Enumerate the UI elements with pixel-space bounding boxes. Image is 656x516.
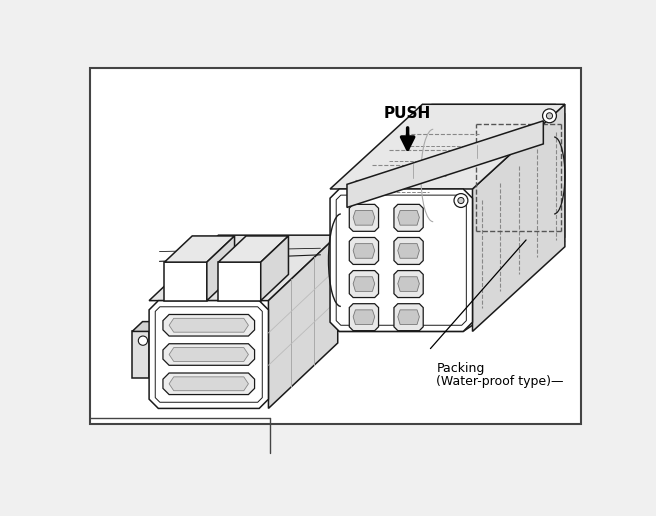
Polygon shape [394,304,423,331]
Polygon shape [394,204,423,231]
Circle shape [138,336,148,345]
Polygon shape [165,236,235,262]
Polygon shape [169,377,249,391]
Polygon shape [163,373,255,395]
Polygon shape [218,236,289,262]
Polygon shape [165,262,207,301]
Polygon shape [422,104,565,247]
Polygon shape [398,211,419,225]
Polygon shape [472,104,565,331]
Polygon shape [132,321,159,331]
Polygon shape [149,301,268,409]
Text: PUSH: PUSH [384,106,431,121]
Bar [90,68,581,424]
Polygon shape [163,314,255,336]
Polygon shape [330,104,565,189]
Polygon shape [353,211,375,225]
Polygon shape [169,348,249,361]
Polygon shape [132,331,149,378]
Text: (Water-proof type)—: (Water-proof type)— [436,375,564,388]
Polygon shape [349,237,379,264]
Polygon shape [398,244,419,259]
Polygon shape [268,235,338,409]
Polygon shape [218,262,260,301]
Polygon shape [353,244,375,259]
Polygon shape [349,304,379,331]
Polygon shape [149,235,338,301]
Polygon shape [353,277,375,292]
Circle shape [543,109,556,123]
Polygon shape [398,277,419,292]
Polygon shape [330,189,472,331]
Polygon shape [353,310,375,325]
Polygon shape [163,344,255,365]
Circle shape [546,112,552,119]
Polygon shape [394,237,423,264]
Text: Packing: Packing [436,362,485,375]
Circle shape [458,198,464,204]
Polygon shape [347,121,543,207]
Polygon shape [349,204,379,231]
Polygon shape [394,270,423,298]
Polygon shape [169,318,249,332]
Polygon shape [349,270,379,298]
Polygon shape [398,310,419,325]
Polygon shape [260,236,289,301]
Polygon shape [207,236,235,301]
Polygon shape [330,240,565,331]
Circle shape [454,194,468,207]
